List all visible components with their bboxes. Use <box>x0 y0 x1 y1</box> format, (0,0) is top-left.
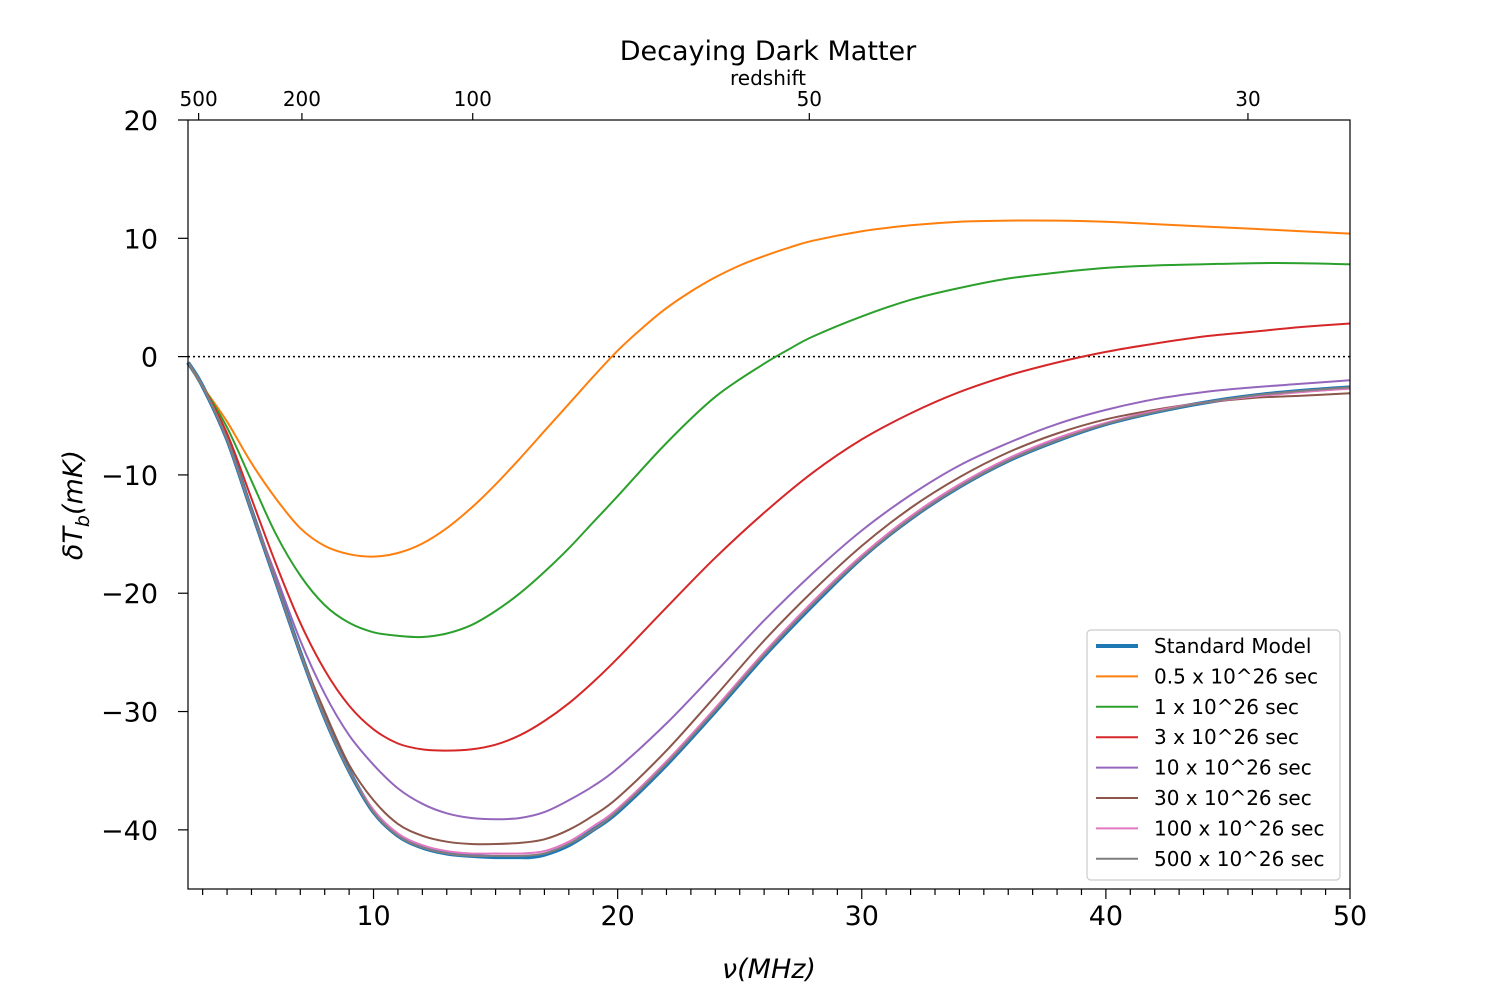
y-tick-label: −20 <box>101 579 158 610</box>
legend-box <box>1086 629 1341 881</box>
series-line-7 <box>187 361 1351 858</box>
legend-entry: 0.5 x 10^26 sec <box>1154 664 1318 688</box>
y-tick-label: −40 <box>101 816 158 847</box>
y-tick-label: 0 <box>141 343 158 374</box>
y-tick-label: −10 <box>101 461 158 492</box>
x-ticks: 10 20 30 40 50 <box>202 889 1367 932</box>
legend-entry: 500 x 10^26 sec <box>1154 847 1324 871</box>
chart-title: Decaying Dark Matter <box>620 36 917 67</box>
y-tick-label: 20 <box>124 106 158 137</box>
redshift-axis-label: redshift <box>730 66 806 90</box>
y-axis-label: δTb(mK) <box>58 450 94 560</box>
series-lines <box>186 219 1351 860</box>
legend-entry: 10 x 10^26 sec <box>1154 756 1312 780</box>
redshift-tick-label: 30 <box>1235 87 1260 111</box>
legend: Standard Model 0.5 x 10^26 sec 1 x 10^26 s… <box>1086 629 1341 881</box>
redshift-tick-label: 100 <box>454 87 492 111</box>
series-line-1 <box>187 219 1351 558</box>
x-tick-label: 10 <box>356 901 390 932</box>
redshift-tick-label: 50 <box>797 87 822 111</box>
y-tick-label: −30 <box>101 698 158 729</box>
legend-entry: Standard Model <box>1154 634 1311 658</box>
plot-frame <box>187 119 1351 890</box>
x-axis-label: ν(MHz) <box>722 954 816 985</box>
legend-entry: 30 x 10^26 sec <box>1154 786 1312 810</box>
redshift-tick-label: 200 <box>283 87 321 111</box>
series-line-3 <box>187 322 1351 752</box>
y-tick-label: 10 <box>124 224 158 255</box>
redshift-tick-label: 500 <box>180 87 218 111</box>
series-line-4 <box>187 361 1351 821</box>
y-ticks: 20 10 0 −10 −20 −30 −40 <box>101 106 188 847</box>
legend-entry: 100 x 10^26 sec <box>1154 816 1324 840</box>
legend-entry: 1 x 10^26 sec <box>1154 695 1299 719</box>
series-line-2 <box>187 262 1351 639</box>
x-tick-label: 40 <box>1089 901 1123 932</box>
x-tick-label: 30 <box>845 901 879 932</box>
redshift-ticks: 500 200 100 50 30 <box>180 87 1261 120</box>
legend-entry: 3 x 10^26 sec <box>1154 725 1299 749</box>
x-tick-label: 50 <box>1333 901 1367 932</box>
x-tick-label: 20 <box>600 901 634 932</box>
